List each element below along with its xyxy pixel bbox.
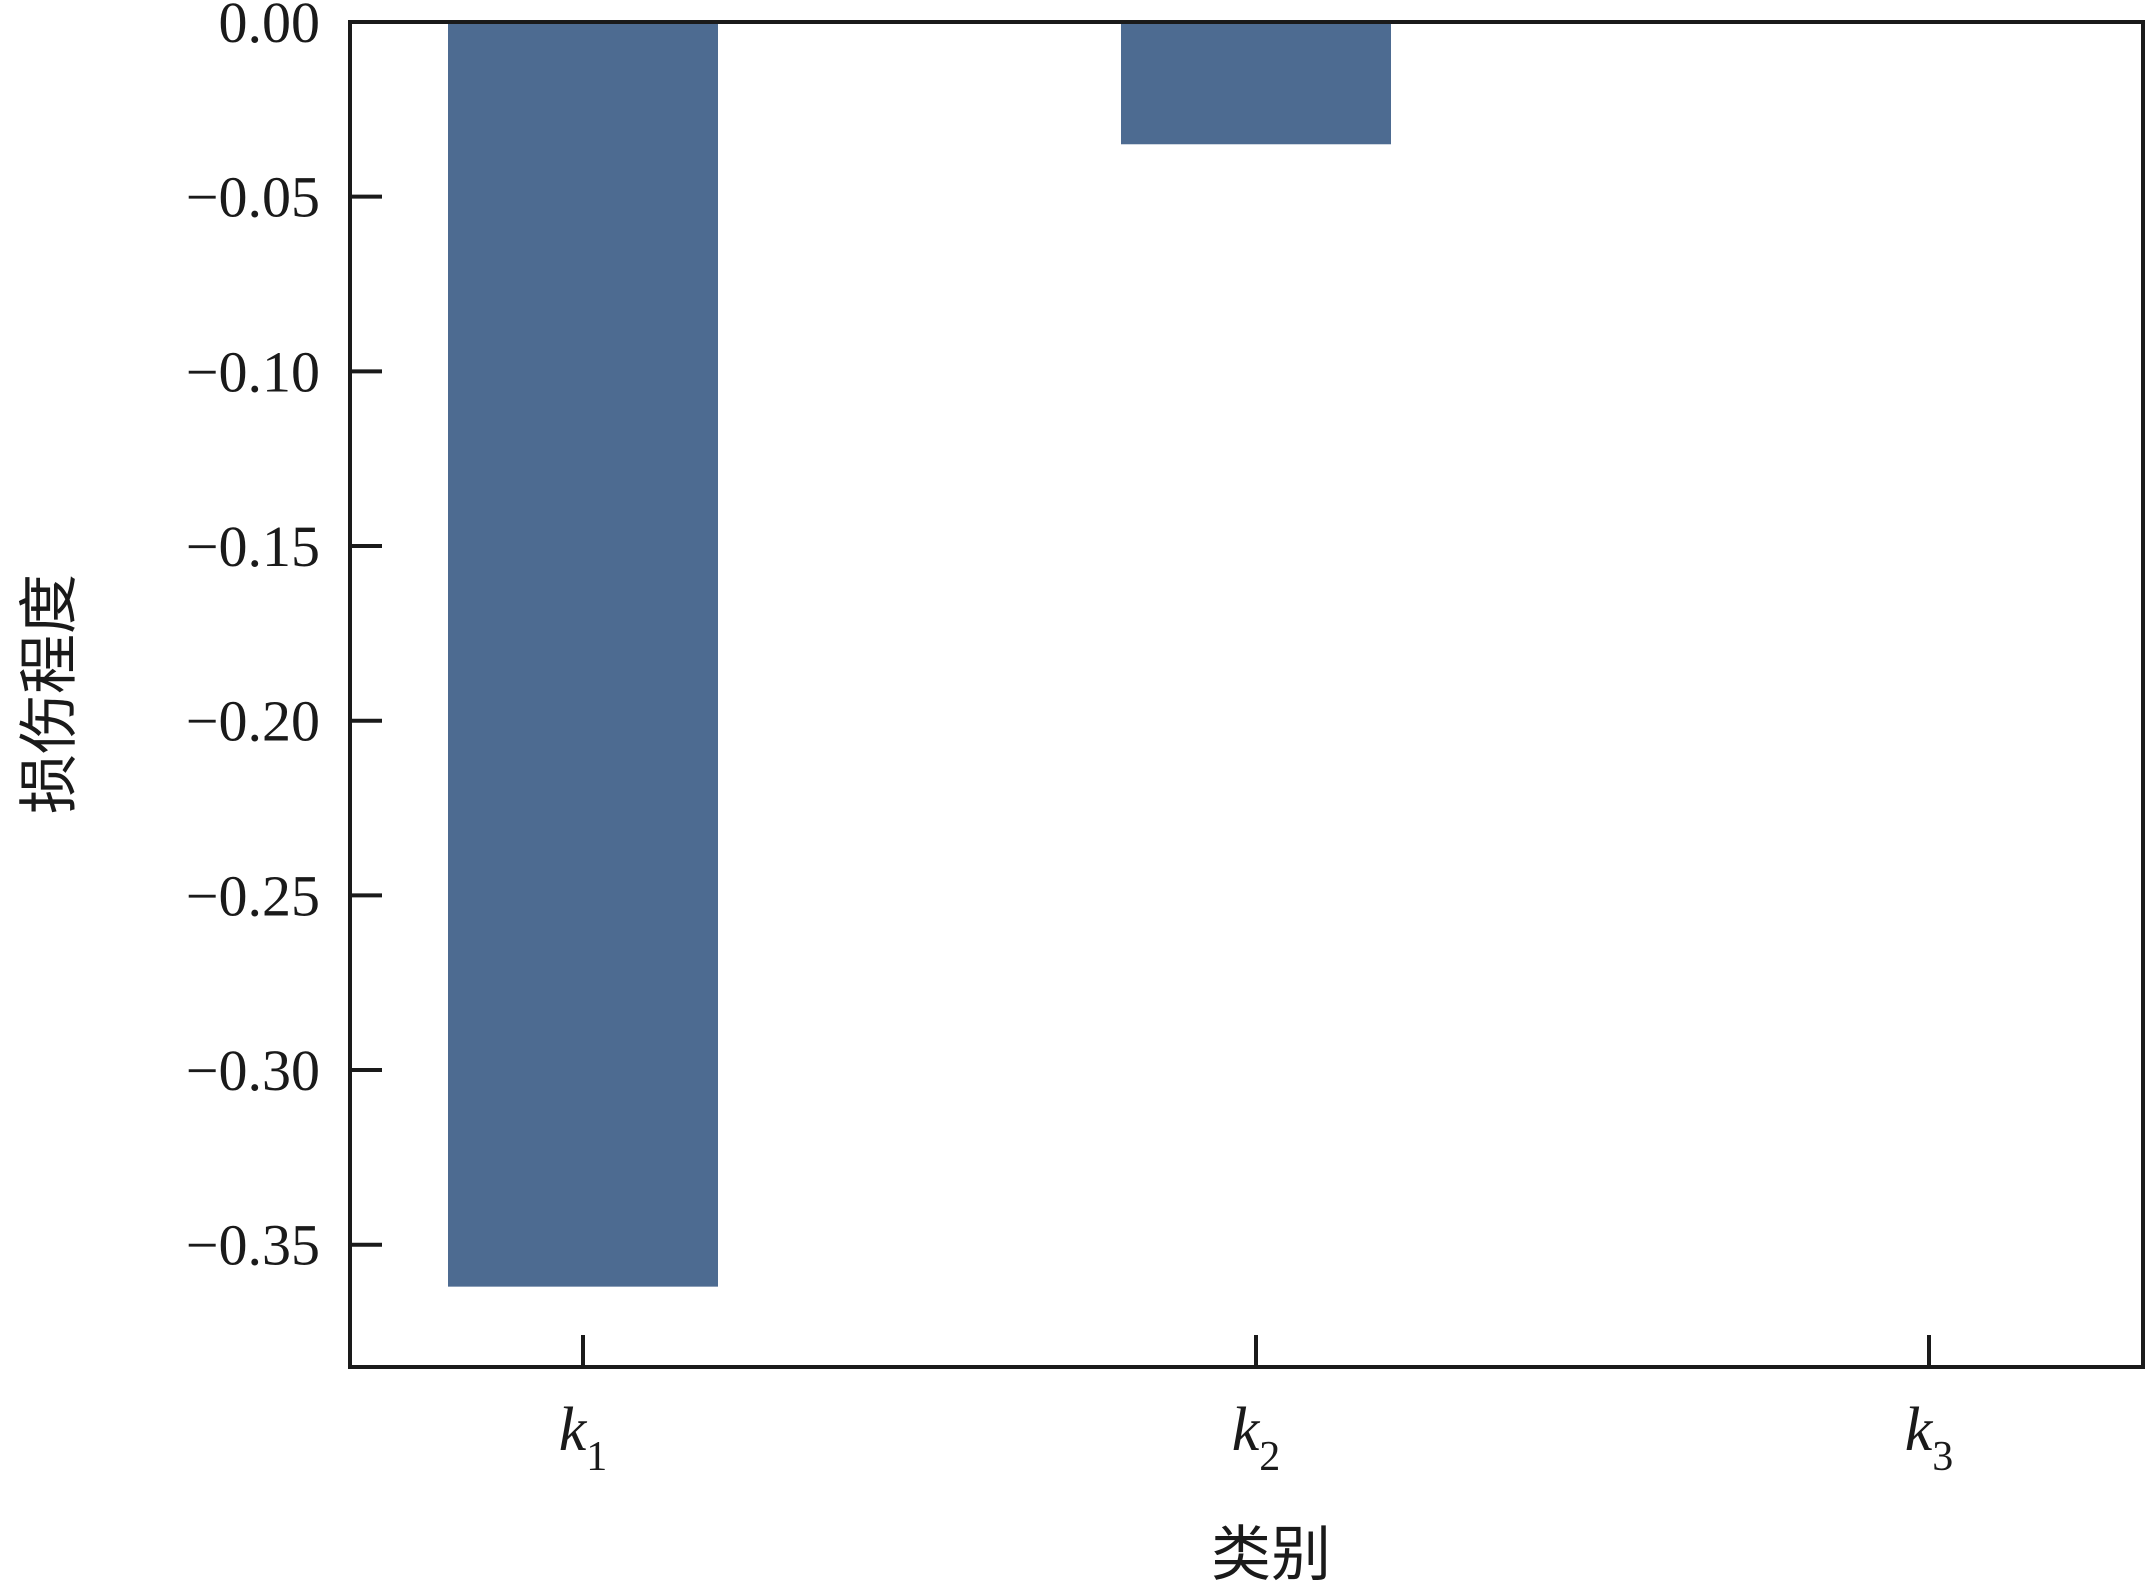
- x-axis-title: 类别: [1211, 1522, 1331, 1588]
- plot-frame: [348, 20, 2145, 1369]
- y-tick-label: −0.10: [186, 339, 320, 404]
- y-tick-label: −0.25: [186, 863, 320, 928]
- y-tick-label: −0.05: [186, 165, 320, 230]
- bar-k2: [1121, 22, 1391, 145]
- x-axis-ticks: k1 k2 k3: [559, 1335, 1954, 1480]
- y-tick-label: −0.20: [186, 689, 320, 754]
- y-tick-label: −0.30: [186, 1038, 320, 1103]
- y-tick-label: −0.35: [186, 1213, 320, 1278]
- bars-group: [448, 22, 1391, 1287]
- y-tick-label: 0.00: [219, 0, 321, 55]
- y-axis-title: 损伤程度: [17, 574, 83, 814]
- y-axis-ticks: 0.00 −0.05 −0.10 −0.15 −0.20 −0.25 −0.30 −0.35: [186, 0, 382, 1278]
- y-tick-label: −0.15: [186, 514, 320, 579]
- x-tick-label-k1: k1: [559, 1396, 608, 1480]
- x-tick-label-k2: k2: [1232, 1396, 1281, 1480]
- bar-k1: [448, 22, 718, 1287]
- x-tick-label-k3: k3: [1905, 1396, 1954, 1480]
